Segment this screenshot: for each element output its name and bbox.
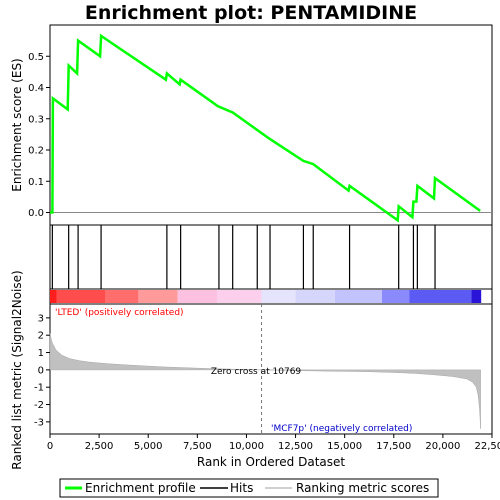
es-y-axis-label: Enrichment score (ES) bbox=[10, 58, 24, 191]
es-y-ticks: 0.0 0.1 0.2 0.3 0.4 0.5 bbox=[28, 52, 50, 219]
ranking-metric-area bbox=[49, 333, 481, 429]
legend-enrichment-label: Enrichment profile bbox=[85, 481, 196, 495]
metric-y-tick-label: 1 bbox=[38, 348, 44, 359]
x-tick-label: 2,500 bbox=[85, 441, 114, 452]
rank-bar-segment bbox=[471, 290, 482, 303]
hits-panel bbox=[49, 224, 493, 290]
positive-correlation-label: 'LTED' (positively correlated) bbox=[55, 308, 184, 318]
metric-y-tick-label: 2 bbox=[38, 331, 44, 342]
rank-bar-segment bbox=[50, 290, 57, 303]
es-y-tick-label: 0.1 bbox=[28, 177, 44, 188]
metric-panel: -3 -2 -1 0 1 2 3 Zero cross at 10769 'LTED' (p… bbox=[10, 270, 493, 470]
enrichment-profile-line bbox=[50, 33, 481, 223]
es-y-tick-label: 0.0 bbox=[28, 208, 44, 219]
es-y-tick-label: 0.4 bbox=[28, 83, 44, 94]
rank-bar-segment bbox=[216, 290, 262, 303]
x-axis-ticks: 0 2,500 5,000 7,500 10,000 12,500 15,000 17,500… bbox=[47, 434, 500, 452]
x-tick-label: 10,000 bbox=[229, 441, 264, 452]
es-y-tick-label: 0.2 bbox=[28, 146, 44, 157]
metric-y-ticks: -3 -2 -1 0 1 2 3 bbox=[34, 313, 50, 428]
x-tick-label: 5,000 bbox=[134, 441, 163, 452]
metric-y-tick-label: 0 bbox=[38, 365, 44, 376]
metric-y-tick-label: 3 bbox=[38, 313, 44, 324]
x-tick-label: 12,500 bbox=[278, 441, 313, 452]
legend: Enrichment profile Hits Ranking metric s… bbox=[59, 478, 439, 498]
legend-metric-label: Ranking metric scores bbox=[296, 481, 429, 495]
zero-cross-label: Zero cross at 10769 bbox=[211, 367, 302, 377]
es-panel-frame bbox=[49, 24, 493, 226]
rank-color-bar bbox=[49, 288, 493, 305]
metric-y-tick-label: -1 bbox=[34, 383, 44, 394]
rank-bar-segment bbox=[177, 290, 217, 303]
es-y-tick-label: 0.3 bbox=[28, 114, 44, 125]
rank-bar-segment bbox=[138, 290, 178, 303]
metric-y-tick-label: -2 bbox=[34, 400, 44, 411]
es-panel: 0.0 0.1 0.2 0.3 0.4 0.5 Enrichment score (ES) bbox=[10, 24, 493, 226]
rank-bar-segment bbox=[334, 290, 382, 303]
rank-bar-segment bbox=[295, 290, 335, 303]
rank-bar-segment bbox=[409, 290, 472, 303]
x-tick-label: 20,000 bbox=[425, 441, 460, 452]
hits-panel-frame bbox=[49, 224, 493, 290]
x-tick-label: 7,500 bbox=[183, 441, 212, 452]
hit-markers bbox=[51, 225, 436, 289]
chart-title: Enrichment plot: PENTAMIDINE bbox=[85, 2, 417, 24]
negative-correlation-label: 'MCF7p' (negatively correlated) bbox=[271, 424, 412, 434]
rank-bar-segments bbox=[50, 290, 482, 303]
rank-bar-segment bbox=[105, 290, 139, 303]
metric-y-axis-label: Ranked list metric (Signal2Noise) bbox=[10, 270, 24, 469]
x-tick-label: 22,500 bbox=[475, 441, 500, 452]
rank-bar-segment bbox=[261, 290, 296, 303]
x-axis-label: Rank in Ordered Dataset bbox=[197, 455, 345, 469]
es-y-tick-label: 0.5 bbox=[28, 52, 44, 63]
x-tick-label: 0 bbox=[47, 441, 53, 452]
legend-hits-label: Hits bbox=[230, 481, 253, 495]
x-tick-label: 17,500 bbox=[376, 441, 411, 452]
legend-box bbox=[59, 478, 439, 498]
x-tick-label: 15,000 bbox=[327, 441, 362, 452]
rank-bar-segment bbox=[56, 290, 106, 303]
metric-y-tick-label: -3 bbox=[34, 417, 44, 428]
rank-bar-segment bbox=[381, 290, 410, 303]
